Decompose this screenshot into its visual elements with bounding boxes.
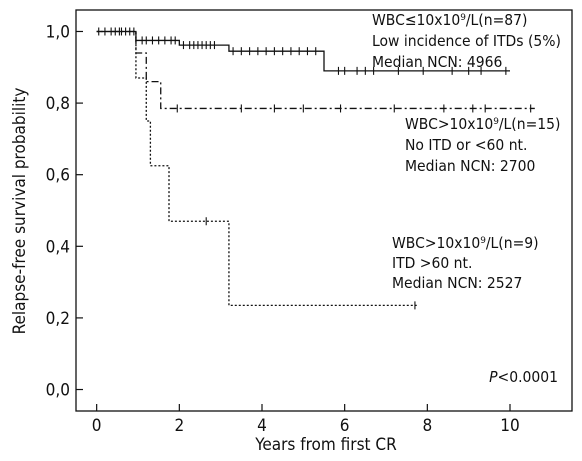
- series-1: [96, 27, 510, 75]
- annotation-series-3-line-3: Median NCN: 2527: [392, 274, 522, 292]
- series-layer: [96, 27, 535, 310]
- series-2-line: [96, 30, 535, 110]
- annotation-series-1-line-2: Low incidence of ITDs (5%): [372, 32, 561, 50]
- annotation-series-1-line-3: Median NCN: 4966: [372, 53, 502, 71]
- x-tick-label: 6: [340, 416, 350, 436]
- series-1-line: [96, 30, 510, 72]
- plot-frame: [75, 9, 573, 412]
- y-tick-label: 0,8: [46, 94, 70, 114]
- x-tick-label: 8: [422, 416, 432, 436]
- y-axis-ticks: 0,0 0,2 0,4 0,6 0,8 1,0: [46, 22, 83, 401]
- p-value-rest: <0.0001: [498, 368, 558, 386]
- annotation-series-2-line-3: Median NCN: 2700: [405, 157, 535, 175]
- y-tick-label: 0,0: [46, 381, 70, 401]
- x-axis-title: Years from first CR: [254, 435, 397, 455]
- y-tick-label: 0,4: [46, 237, 70, 257]
- y-tick-label: 0,6: [46, 166, 70, 186]
- y-tick-label: 1,0: [46, 22, 70, 42]
- annotation-series-2: WBC>10x10⁹/L(n=15) No ITD or <60 nt. Med…: [405, 115, 560, 175]
- annotation-series-2-line-2: No ITD or <60 nt.: [405, 136, 527, 154]
- y-tick-label: 0,2: [46, 309, 70, 329]
- series-3-line: [96, 30, 417, 307]
- x-tick-label: 10: [500, 416, 519, 436]
- annotation-series-2-line-1: WBC>10x10⁹/L(n=15): [405, 115, 560, 133]
- annotation-series-3-line-1: WBC>10x10⁹/L(n=9): [392, 234, 539, 252]
- series-3: [96, 30, 417, 310]
- annotation-series-3: WBC>10x10⁹/L(n=9) ITD >60 nt. Median NCN…: [392, 234, 539, 292]
- y-axis-title: Relapse-free survival probability: [10, 88, 30, 335]
- x-tick-label: 2: [174, 416, 184, 436]
- p-value-prefix: P: [489, 368, 498, 386]
- annotation-series-1-line-1: WBC≤10x10⁹/L(n=87): [372, 11, 527, 29]
- x-axis-ticks: 0 2 4 6 8 10: [92, 404, 520, 436]
- annotation-series-3-line-2: ITD >60 nt.: [392, 254, 472, 272]
- x-tick-label: 4: [257, 416, 267, 436]
- annotation-series-1: WBC≤10x10⁹/L(n=87) Low incidence of ITDs…: [372, 11, 561, 71]
- x-tick-label: 0: [92, 416, 102, 436]
- p-value-label: P<0.0001: [489, 368, 558, 386]
